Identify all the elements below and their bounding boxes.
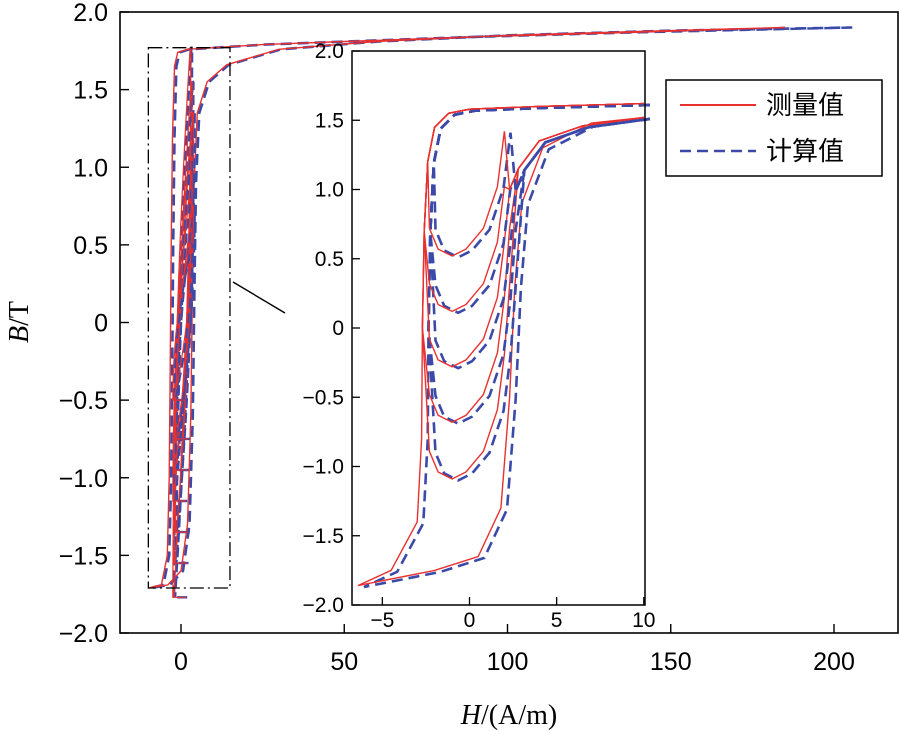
- inset-y-tick-label: −1.5: [303, 525, 344, 548]
- y-tick-label: 0: [94, 310, 108, 338]
- x-tick-label: 100: [487, 648, 529, 676]
- inset-y-tick-label: 0.5: [315, 248, 344, 271]
- y-axis-title-symbol: B: [4, 326, 35, 343]
- inset-measured-loop: [426, 102, 644, 257]
- inset-y-tick-label: 1.0: [315, 179, 344, 202]
- x-axis-title-symbol: H: [460, 700, 483, 731]
- y-tick-label: −2.0: [59, 620, 108, 648]
- main-plot: 2.01.51.00.50−0.5−1.0−1.5−2.0 0 50 100 150 2…: [59, 0, 899, 676]
- measured-minor-loop: [173, 174, 193, 471]
- zoom-connector-line: [232, 281, 286, 314]
- zoom-box-outline: [147, 47, 231, 589]
- y-tick-label: −0.5: [59, 387, 108, 415]
- inset-y-tick-label: 0: [332, 317, 344, 340]
- inset-y-tick-label: 1.5: [315, 109, 344, 132]
- inset-x-tick-label: 10: [632, 609, 655, 632]
- inset-calculated-loop: [427, 103, 651, 426]
- y-tick-label: 2.0: [73, 0, 108, 27]
- y-tick-label: 1.5: [73, 77, 108, 105]
- x-tick-label: 0: [174, 648, 188, 676]
- inset-calculated-loop: [427, 103, 651, 482]
- x-tick-label: 200: [813, 648, 855, 676]
- measured-minor-loop: [174, 205, 195, 440]
- zoom-box: [147, 47, 231, 589]
- y-tick-label: −1.0: [59, 465, 108, 493]
- calculated-minor-loop: [175, 111, 196, 534]
- calculated-minor-loop: [172, 243, 194, 402]
- main-x-axis: 0 50 100 150 200: [174, 624, 855, 676]
- inset-x-tick-label: 0: [464, 609, 476, 632]
- inset-x-tick-label: 5: [551, 609, 563, 632]
- inset-x-axis: −5 0 5 10: [370, 597, 655, 632]
- legend-label-calculated: 计算值: [766, 137, 844, 167]
- main-y-axis: 2.0 1.5 1.0 0.5 0 −0.5 −1.0 −1.5 −2.0: [59, 0, 129, 648]
- measured-minor-loop: [172, 244, 192, 401]
- y-tick-label: 1.0: [73, 154, 108, 182]
- inset-y-tick-label: −0.5: [303, 386, 344, 409]
- x-tick-label: 150: [650, 648, 692, 676]
- inset-curves: [357, 102, 651, 589]
- inset-x-tick-label: −5: [370, 609, 394, 632]
- x-axis-title-unit: /(A/m): [481, 700, 557, 731]
- legend-label-measured: 测量值: [766, 91, 844, 121]
- calculated-minor-loop: [175, 204, 196, 441]
- y-axis-title: B/T: [4, 301, 35, 343]
- inset-calculated-loop: [432, 103, 651, 259]
- x-axis-title: H/(A/m): [460, 700, 557, 731]
- y-tick-label: −1.5: [59, 542, 108, 570]
- inset-background: [352, 51, 645, 605]
- legend: 测量值 计算值: [665, 79, 883, 177]
- inset-y-axis: 2.0 1.5 1.0 0.5 0 −0.5 −1.0 −1.5 −2.0: [303, 40, 360, 617]
- legend-box: [665, 79, 883, 177]
- inset-y-tick-label: 2.0: [315, 40, 344, 63]
- y-tick-label: 0.5: [73, 232, 108, 260]
- inset-calculated-loop: [363, 103, 651, 589]
- x-tick-label: 50: [330, 648, 358, 676]
- inset-y-tick-label: −1.0: [303, 456, 344, 479]
- inset-plot: 2.0 1.5 1.0 0.5 0 −0.5 −1.0 −1.5 −2.0 −5 0 5 10: [303, 40, 656, 632]
- inset-y-tick-label: −2.0: [303, 594, 344, 617]
- y-axis-title-unit: /T: [4, 301, 35, 326]
